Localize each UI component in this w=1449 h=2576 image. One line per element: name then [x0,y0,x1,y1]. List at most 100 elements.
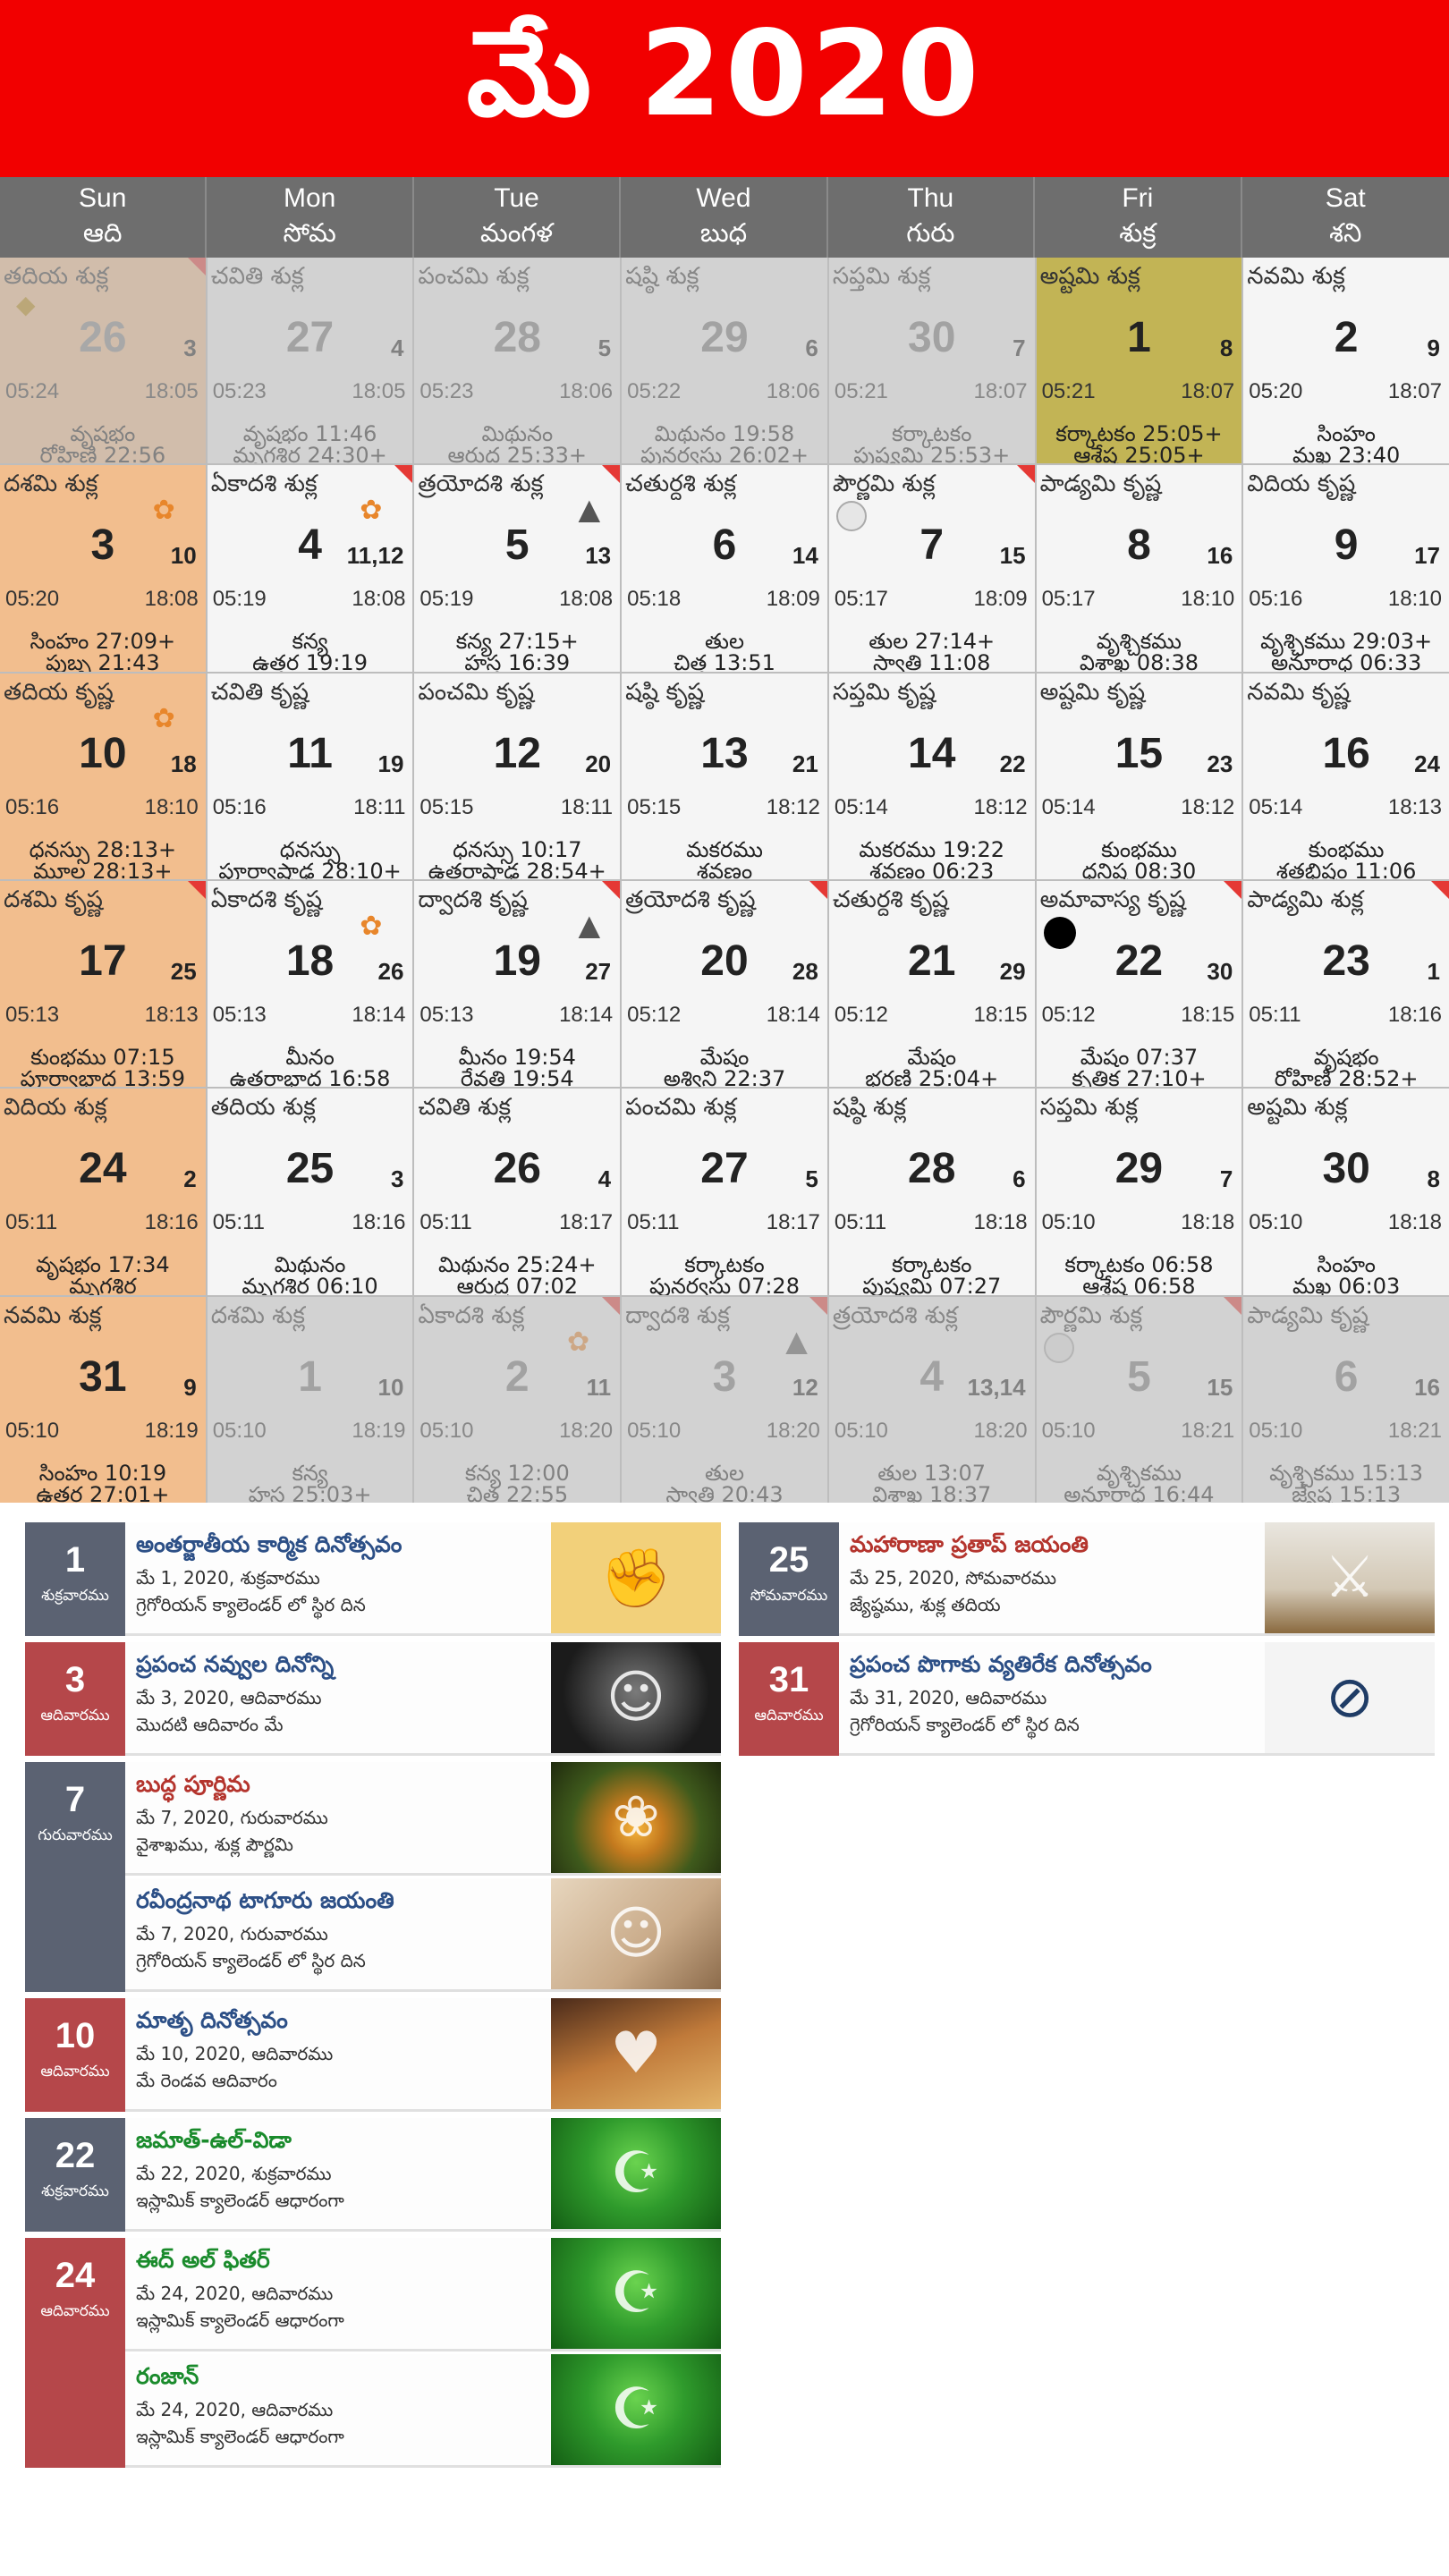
day-cell[interactable]: ▲ ద్వాదశి కృష్ణ 19 27 05:13 18:14 మీనం 19:54 రే… [414,880,621,1088]
event-title-link[interactable]: మాతృ దినోత్సవం [136,2007,288,2033]
event-item[interactable]: అంతర్జాతీయ కార్మిక దినోత్సవం మే 1, 2020, … [125,1522,721,1636]
event-title-link[interactable]: ఈద్ అల్ ఫితర్ [136,2247,270,2273]
day-cell[interactable]: అష్టమి శుక్ల 1 8 05:21 18:07 కర్కాటకం 25:05+ ఆ… [1036,258,1242,464]
event-title-link[interactable]: రవీంద్రనాథ టాగూరు జయంతి [136,1887,394,1913]
rashi-label: ధనస్సు [279,836,341,862]
day-number: 6 [712,521,737,570]
sunset-time: 18:13 [1387,794,1442,819]
day-cell[interactable]: ✿ దశమి శుక్ల 3 10 05:20 18:08 సింహం 27:09+ పుబ్… [0,465,206,672]
sunset-time: 18:07 [1387,379,1442,403]
sunset-time: 18:06 [559,379,614,403]
sunrise-time: 05:14 [1249,794,1303,819]
day-cell[interactable]: పాడ్యమి కృష్ణ 6 16 05:10 18:21 వృశ్చికము 15:1… [1243,1296,1449,1503]
event-title-link[interactable]: అంతర్జాతీయ కార్మిక దినోత్సవం [136,1531,402,1557]
day-cell[interactable]: షష్ఠి శుక్ల 28 6 05:11 18:18 కర్కాటకం పుష్యమి … [828,1089,1035,1295]
event-item[interactable]: మాతృ దినోత్సవం మే 10, 2020, ఆదివారము మే రె… [125,1998,721,2112]
day-cell[interactable]: సప్తమి శుక్ల 30 7 05:21 18:07 కర్కాటకం పుష్యమి… [828,258,1035,464]
event-item[interactable]: మహారాణా ప్రతాప్ జయంతి మే 25, 2020, సోమవార… [839,1522,1435,1636]
day-cell[interactable]: నవమి కృష్ణ 16 24 05:14 18:13 కుంభము శతభిషం 11:… [1243,673,1449,879]
day-cell[interactable]: షష్ఠి శుక్ల 29 6 05:22 18:06 మిథునం 19:58 పునర… [622,258,827,464]
tithi-label: చవితి కృష్ణ [210,678,309,706]
event-day-number: 3 [64,1660,86,1699]
event-marker-icon [187,258,206,275]
event-title-link[interactable]: రంజాన్ [136,2363,199,2389]
event-title-link[interactable]: ప్రపంచ పొగాకు వ్యతిరేక దినోత్సవం [850,1651,1152,1677]
sunset-time: 18:08 [352,587,406,612]
day-number: 26 [79,314,127,361]
day-cell[interactable]: పాడ్యమి కృష్ణ 8 16 05:17 18:10 వృశ్చికము విశాఖ… [1036,465,1242,672]
rashi-label: తుల 27:14+ [869,629,996,655]
event-item[interactable]: జమాత్-ఉల్-విడా మే 22, 2020, శుక్రవారము ఇస్… [125,2118,721,2232]
day-cell[interactable]: దశమి కృష్ణ 17 25 05:13 18:13 కుంభము 07:15 పూర్… [0,880,206,1088]
day-cell[interactable]: ✿ ఏకాదశి శుక్ల 2 11 05:10 18:20 కన్య 12:00 చిత్… [414,1296,621,1503]
day-cell[interactable]: చతుర్దశి శుక్ల 6 14 05:18 18:09 తుల చిత్త 13:5… [622,465,827,672]
day-cell[interactable]: విదియ కృష్ణ 9 17 05:16 18:10 వృశ్చికము 29:03+… [1243,465,1449,672]
event-date-badge: 3 ఆదివారము [25,1642,125,1756]
day-cell[interactable]: అమావాస్య కృష్ణ 22 30 05:12 18:15 మేషం 07:37 కృ… [1036,880,1242,1088]
day-cell[interactable]: చవితి శుక్ల 26 4 05:11 18:17 మిథునం 25:24+ ఆరు… [414,1089,621,1295]
day-cell[interactable]: సప్తమి శుక్ల 29 7 05:10 18:18 కర్కాటకం 06:58 ఆ… [1036,1089,1242,1295]
day-cell[interactable]: ✿ ఏకాదశి శుక్ల 4 11,12 05:19 18:08 కన్య ఉత్తర 1… [207,465,413,672]
day-cell[interactable]: షష్ఠి కృష్ణ 13 21 05:15 18:12 మకరము శ్రవణం [622,673,827,879]
event-item[interactable]: రవీంద్రనాథ టాగూరు జయంతి మే 7, 2020, గురువ… [125,1878,721,1992]
day-cell[interactable]: పంచమి శుక్ల 27 5 05:11 18:17 కర్కాటకం పునర్వసు… [622,1089,827,1295]
day-cell[interactable]: తదియ శుక్ల 25 3 05:11 18:16 మిథునం మృగశిర 06:1… [207,1089,413,1295]
day-cell[interactable]: ◆ తదియ శుక్ల 26 3 05:24 18:05 వృషభం రోహిణి 22:5… [0,258,206,464]
nakshatra-label: శ్రవణం 06:23 [869,858,995,879]
day-cell[interactable]: చవితి కృష్ణ 11 19 05:16 18:11 ధనస్సు పూర్వాషాఢ… [207,673,413,879]
event-title-link[interactable]: జమాత్-ఉల్-విడా [136,2127,292,2153]
day-cell[interactable]: విదియ శుక్ల 24 2 05:11 18:16 వృషభం 17:34 మృగశి… [0,1089,206,1295]
event-item[interactable]: ఈద్ అల్ ఫితర్ మే 24, 2020, ఆదివారము ఇస్లామ… [125,2238,721,2351]
day-cell[interactable]: సప్తమి కృష్ణ 14 22 05:14 18:12 మకరము 19:22 శ్ర… [828,673,1035,879]
weekday-wed: Wed బుధ [621,177,828,258]
day-cell[interactable]: నవమి శుక్ల 31 9 05:10 18:19 సింహం 10:19 ఉత్తర … [0,1296,206,1503]
day-cell[interactable]: పాడ్యమి శుక్ల 23 1 05:11 18:16 వృషభం రోహిణి 28… [1243,880,1449,1088]
event-title-link[interactable]: ప్రపంచ నవ్వుల దినోన్ని [136,1651,335,1677]
day-cell[interactable]: ✿ తదియ కృష్ణ 10 18 05:16 18:10 ధనస్సు 28:13+ మూ… [0,673,206,879]
event-title-link[interactable]: బుద్ధ పూర్ణిమ [136,1771,250,1797]
day-number: 21 [908,936,956,985]
tithi-label: విదియ శుక్ల [4,1094,107,1122]
lunar-day-number: 22 [999,750,1026,777]
event-description: ఇస్లామిక్ క్యాలెండర్ ఆధారంగా [136,2309,344,2331]
day-cell[interactable]: పౌర్ణమి శుక్ల 7 15 05:17 18:09 తుల 27:14+ స్వా… [828,465,1035,672]
event-day-number: 1 [64,1540,86,1580]
event-title-link[interactable]: మహారాణా ప్రతాప్ జయంతి [850,1531,1089,1557]
event-item[interactable]: బుద్ధ పూర్ణిమ మే 7, 2020, గురువారము వైశాఖమ… [125,1762,721,1876]
lunar-day-number: 4 [597,1165,612,1193]
sunrise-time: 05:11 [5,1210,58,1235]
day-cell[interactable]: నవమి శుక్ల 2 9 05:20 18:07 సింహం మఖ 23:40 [1243,258,1449,464]
event-item[interactable]: ప్రపంచ నవ్వుల దినోన్ని మే 3, 2020, ఆదివార… [125,1642,721,1756]
event-item[interactable]: రంజాన్ మే 24, 2020, ఆదివారము ఇస్లామిక్ క్య… [125,2354,721,2468]
day-cell[interactable]: ▲ ద్వాదశి శుక్ల 3 12 05:10 18:20 తుల స్వాతి 20:… [622,1296,827,1503]
lunar-day-number: 6 [1013,1165,1026,1193]
rashi-label: వృశ్చికము [1096,1460,1182,1486]
day-cell[interactable]: ✿ ఏకాదశి కృష్ణ 18 26 05:13 18:14 మీనం ఉత్తరాభాద… [207,880,413,1088]
sunrise-time: 05:11 [834,1210,887,1235]
day-cell[interactable]: అష్టమి కృష్ణ 15 23 05:14 18:12 కుంభము ధనిష్ఠ 0… [1036,673,1242,879]
day-cell[interactable]: దశమి శుక్ల 1 10 05:10 18:19 కన్య హస్త 25:03+ [207,1296,413,1503]
event-group: 3 ఆదివారము ప్రపంచ నవ్వుల దినోన్ని మే 3, 202… [25,1642,721,1756]
day-cell[interactable]: పౌర్ణమి శుక్ల 5 15 05:10 18:21 వృశ్చికము అనూరా… [1036,1296,1242,1503]
rashi-label: మకరము 19:22 [859,836,1005,862]
day-cell[interactable]: చవితి శుక్ల 27 4 05:23 18:05 వృషభం 11:46 మృగశి… [207,258,413,464]
sunrise-time: 05:17 [834,587,888,612]
day-cell[interactable]: త్రయోదశి శుక్ల 4 13,14 05:10 18:20 తుల 13:07 వ… [828,1296,1035,1503]
sunset-time: 18:14 [559,1002,614,1027]
day-cell[interactable]: పంచమి కృష్ణ 12 20 05:15 18:11 ధనస్సు 10:17 ఉత్… [414,673,621,879]
sunset-time: 18:19 [144,1418,199,1443]
lunar-day-number: 25 [170,957,197,985]
day-cell[interactable]: చతుర్దశి కృష్ణ 21 29 05:12 18:15 మేషం భరణి 25:… [828,880,1035,1088]
event-weekday: ఆదివారము [40,2063,110,2080]
day-cell[interactable]: ▲ త్రయోదశి శుక్ల 5 13 05:19 18:08 కన్య 27:15+ హ… [414,465,621,672]
tithi-label: ఏకాదశి శుక్ల [418,1301,525,1329]
event-date-badge: 22 శుక్రవారము [25,2118,125,2232]
day-cell[interactable]: పంచమి శుక్ల 28 5 05:23 18:06 మిథునం ఆరుద్ర 25:… [414,258,621,464]
festival-icon: ◆ [16,290,36,319]
event-item[interactable]: ప్రపంచ పొగాకు వ్యతిరేక దినోత్సవం మే 31, 2… [839,1642,1435,1756]
tithi-label: చతుర్దశి కృష్ణ [832,886,949,913]
shivalinga-icon: ▲ [578,907,601,942]
sunset-time: 18:15 [973,1002,1028,1027]
day-cell[interactable]: అష్టమి శుక్ల 30 8 05:10 18:18 సింహం మఖ 06:03 [1243,1089,1449,1295]
day-cell[interactable]: త్రయోదశి కృష్ణ 20 28 05:12 18:14 మేషం అశ్విని … [622,880,827,1088]
